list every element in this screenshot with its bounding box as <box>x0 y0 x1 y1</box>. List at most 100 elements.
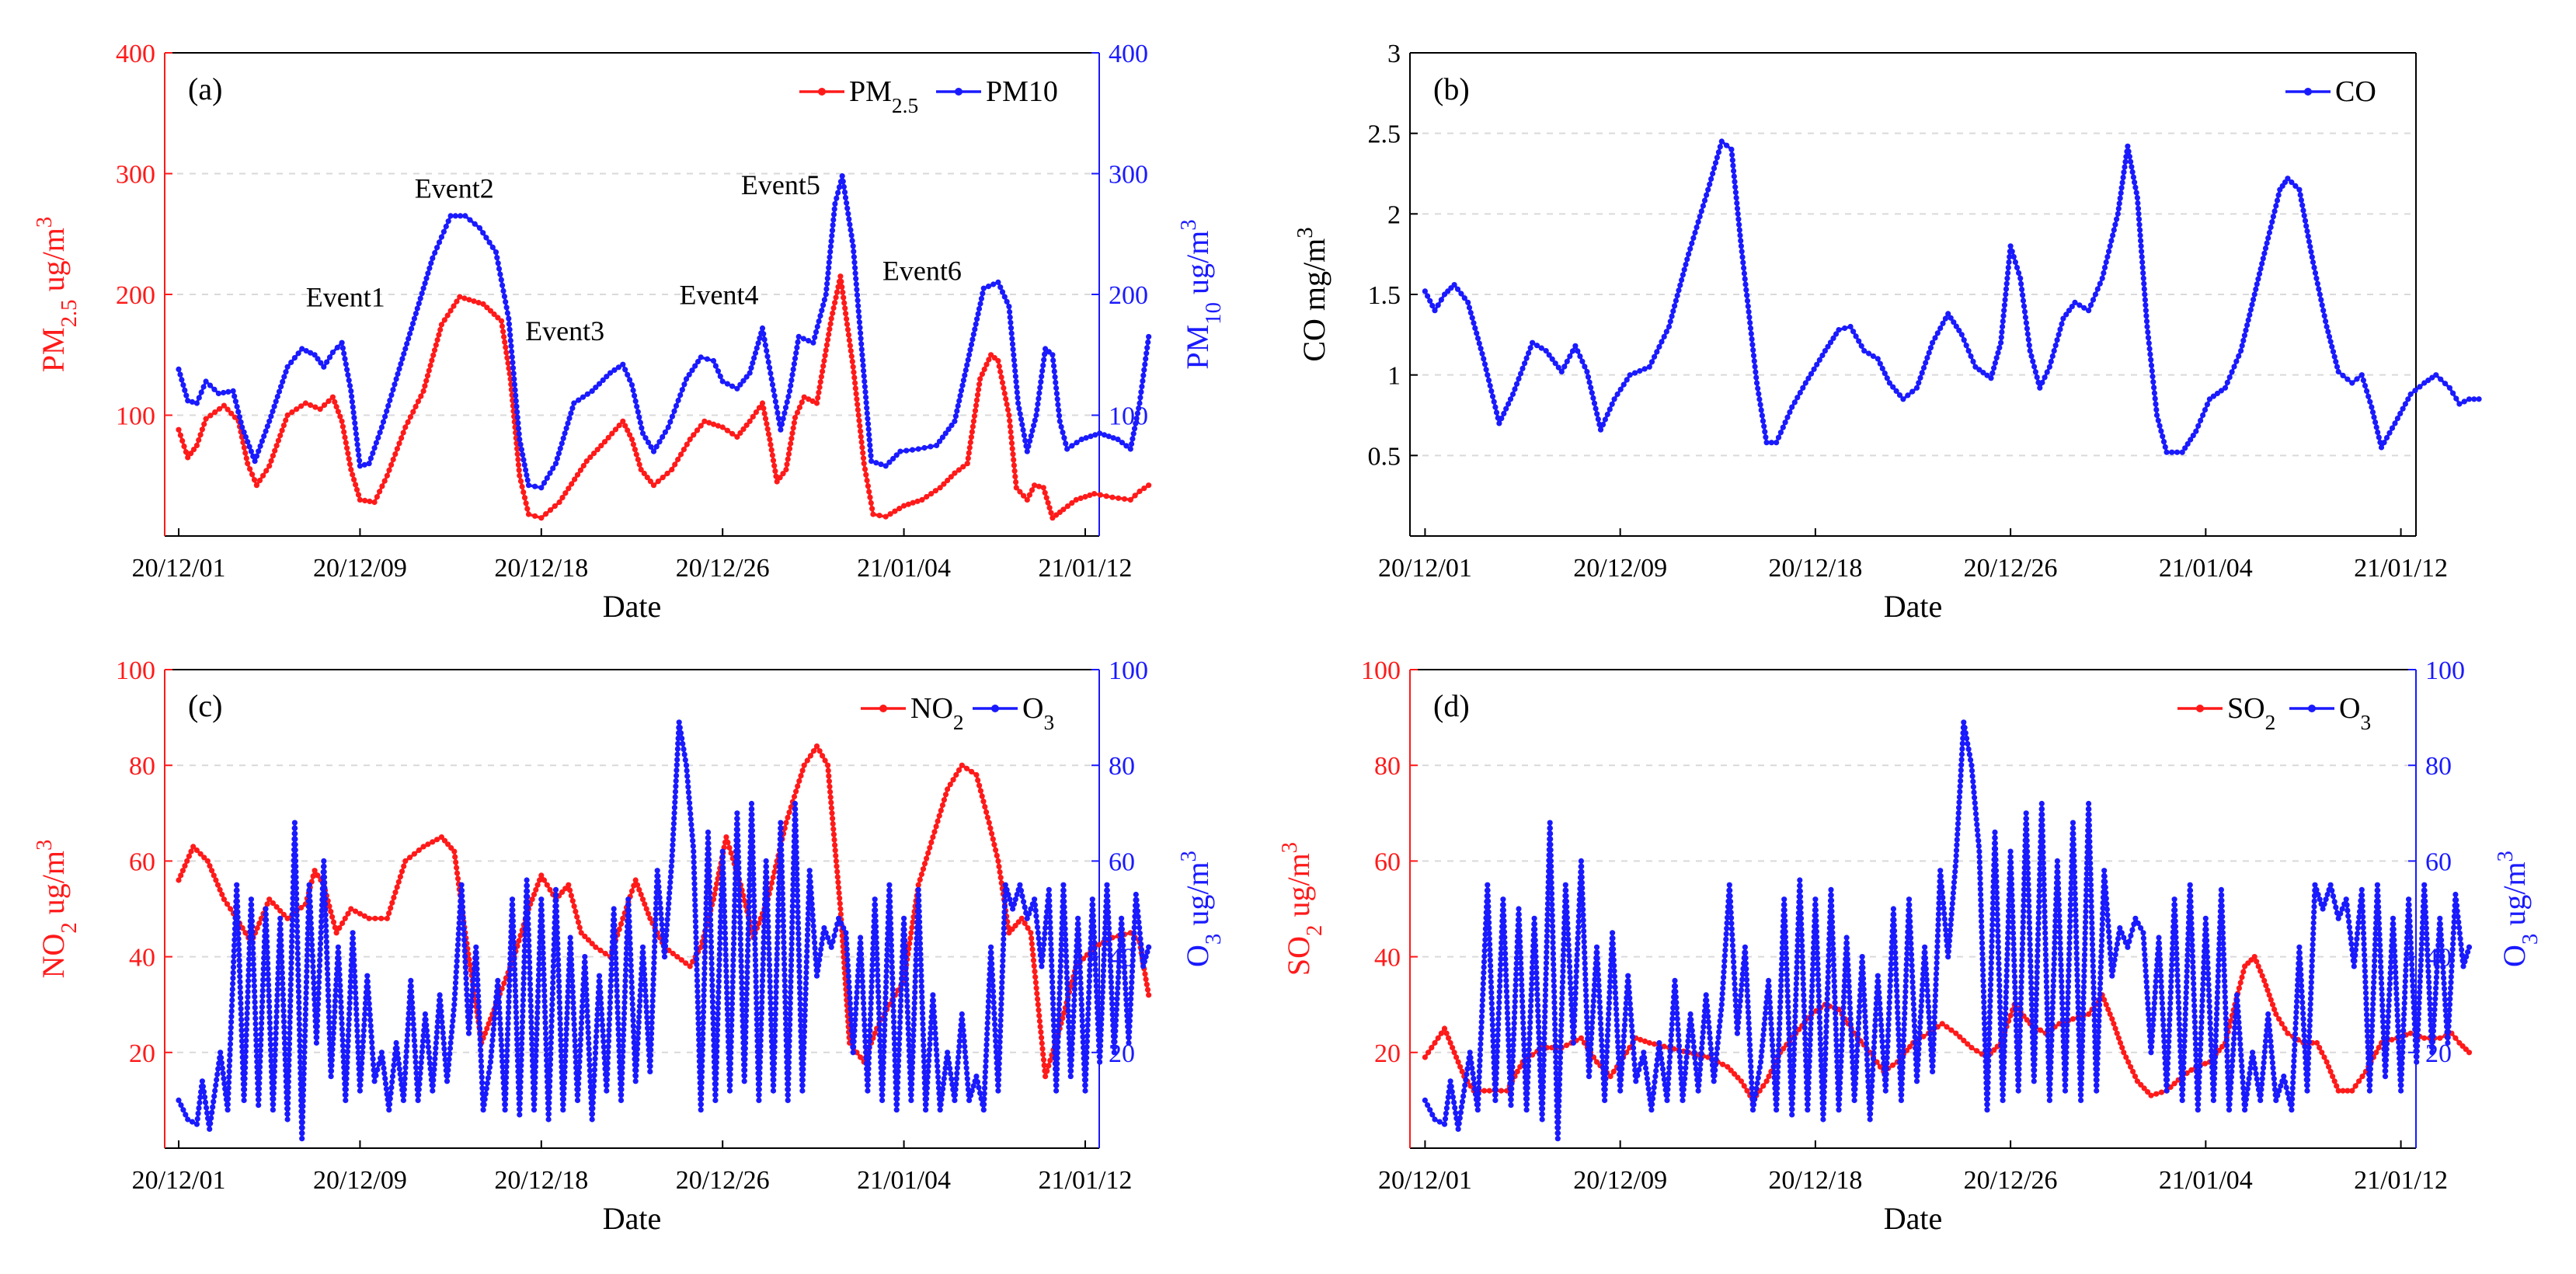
data-point <box>702 927 708 934</box>
data-point <box>633 1062 639 1068</box>
data-point <box>503 1085 509 1091</box>
data-point <box>554 924 560 931</box>
data-point <box>274 987 280 993</box>
data-point <box>332 1008 338 1015</box>
data-point <box>553 903 559 909</box>
data-point <box>532 1074 538 1081</box>
data-point <box>723 979 729 985</box>
data-point <box>845 973 851 980</box>
data-point <box>788 989 794 996</box>
data-point <box>273 1025 279 1031</box>
data-point <box>482 1091 489 1097</box>
data-point <box>405 1026 411 1032</box>
data-point <box>263 428 269 434</box>
data-point <box>715 423 722 429</box>
data-point <box>308 914 314 921</box>
data-point <box>843 930 849 936</box>
data-point <box>337 983 343 989</box>
data-point <box>2266 229 2272 236</box>
data-point <box>808 884 814 890</box>
data-point <box>789 919 795 925</box>
data-point <box>845 968 851 974</box>
data-point <box>934 442 940 449</box>
data-point <box>623 962 629 968</box>
data-point <box>287 992 294 998</box>
data-point <box>783 820 789 826</box>
data-point <box>510 365 517 371</box>
data-point <box>308 909 314 915</box>
data-point <box>361 913 367 919</box>
data-point <box>209 1109 215 1116</box>
data-point <box>810 923 816 929</box>
data-point <box>405 1021 412 1027</box>
data-point <box>468 993 475 999</box>
data-point <box>281 374 287 380</box>
data-point <box>681 751 688 757</box>
data-point <box>225 1107 231 1113</box>
data-point <box>562 886 569 892</box>
data-point <box>754 994 760 1001</box>
data-point <box>478 1047 484 1053</box>
data-point <box>609 430 615 437</box>
data-point <box>688 811 694 817</box>
data-point <box>1744 298 1751 304</box>
data-point <box>245 983 251 990</box>
data-point <box>784 461 790 468</box>
data-point <box>701 960 708 966</box>
data-point <box>483 235 489 241</box>
data-point <box>346 994 353 1001</box>
data-point <box>606 1016 613 1022</box>
data-point <box>335 944 341 950</box>
data-point <box>2132 184 2139 190</box>
data-point <box>2001 308 2007 314</box>
data-point <box>430 255 436 261</box>
data-point <box>741 1078 747 1084</box>
data-point <box>757 1053 764 1060</box>
data-point <box>518 1063 524 1069</box>
data-point <box>2150 379 2157 385</box>
data-point <box>260 960 267 966</box>
data-point <box>565 983 572 989</box>
data-point <box>615 1032 621 1038</box>
data-point <box>636 414 642 420</box>
data-point <box>280 997 287 1003</box>
data-point <box>691 859 697 865</box>
data-point <box>1600 422 1607 428</box>
data-point <box>1856 338 1862 344</box>
data-point <box>841 300 848 306</box>
data-point <box>687 800 693 806</box>
data-point <box>177 432 183 438</box>
data-point <box>438 1008 444 1015</box>
data-point <box>768 447 775 453</box>
data-point <box>345 372 351 378</box>
data-point <box>561 1080 567 1086</box>
data-point <box>207 863 213 869</box>
data-point <box>286 1046 292 1053</box>
data-point <box>1121 496 1128 502</box>
data-point <box>828 944 834 950</box>
data-point <box>528 1030 535 1036</box>
data-point <box>674 772 680 779</box>
data-point <box>1743 287 1749 293</box>
data-point <box>1037 385 1043 391</box>
data-point <box>490 1026 496 1032</box>
data-point <box>856 319 862 325</box>
data-point <box>674 751 681 757</box>
data-point <box>795 783 801 789</box>
data-point <box>2308 249 2314 255</box>
data-point <box>510 371 517 377</box>
data-point <box>662 949 668 955</box>
data-point <box>812 334 818 340</box>
data-point <box>2118 190 2124 197</box>
data-point <box>812 939 818 945</box>
data-point <box>454 963 460 969</box>
data-point <box>521 942 528 949</box>
data-point <box>1690 235 1697 241</box>
data-point <box>504 1047 510 1053</box>
data-point <box>719 854 726 860</box>
data-point <box>490 1032 496 1038</box>
data-point <box>583 458 590 465</box>
data-point <box>451 996 458 1002</box>
data-point <box>1008 319 1014 325</box>
data-point <box>1134 410 1140 416</box>
